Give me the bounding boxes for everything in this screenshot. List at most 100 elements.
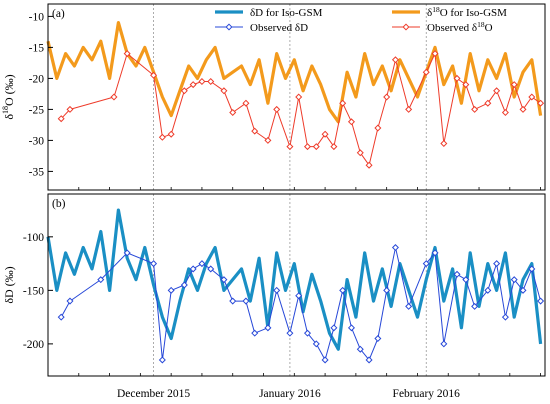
observed-point xyxy=(519,286,527,294)
observed-point xyxy=(110,93,118,101)
y-axis-label-post: O (‰) xyxy=(2,74,16,106)
observed-point xyxy=(198,260,206,268)
observed-point xyxy=(295,292,303,300)
observed-point xyxy=(66,297,74,305)
observed-point xyxy=(471,105,479,113)
model-series-line xyxy=(46,21,543,124)
observed-point xyxy=(462,276,470,284)
observed-point xyxy=(383,286,391,294)
observed-point xyxy=(251,329,259,337)
observed-point xyxy=(57,115,65,123)
observed-point xyxy=(167,286,175,294)
observed-point xyxy=(303,143,312,151)
y-axis-label-sup: 18 xyxy=(1,106,10,114)
y-tick-label: -15 xyxy=(29,42,45,54)
observed-point xyxy=(229,297,237,305)
observed-point xyxy=(303,329,312,337)
legend-swatch-marker xyxy=(402,23,410,31)
observed-point xyxy=(167,130,175,138)
observed-point xyxy=(242,99,250,107)
panel-frame xyxy=(47,3,546,191)
observed-point xyxy=(453,270,461,278)
observed-point xyxy=(180,281,188,289)
observed-point xyxy=(405,105,413,113)
observed-point xyxy=(422,68,430,76)
legend-entry: δ18O for Iso-GSM xyxy=(392,5,507,19)
y-axis-label: δ18O (‰) xyxy=(1,74,16,119)
observed-point xyxy=(339,99,347,107)
x-tick-label: January 2016 xyxy=(259,388,321,400)
observed-point xyxy=(493,260,501,268)
observed-point xyxy=(365,356,373,364)
plot-frames xyxy=(47,3,546,377)
x-tick-label: December 2015 xyxy=(117,388,190,400)
observed-point xyxy=(286,329,294,337)
y-tick-label: -100 xyxy=(23,232,44,244)
series-layer xyxy=(46,21,545,364)
y-axis-label-pre: δ xyxy=(2,114,16,120)
observed-point xyxy=(537,99,545,107)
observed-point xyxy=(431,50,439,58)
legend-label: δ18O for Iso-GSM xyxy=(427,5,507,19)
observed-point xyxy=(453,74,461,82)
panel-label: (a) xyxy=(52,8,65,20)
observed-point xyxy=(251,127,259,135)
observed-point xyxy=(501,313,509,321)
observed-point xyxy=(66,105,74,113)
observed-point xyxy=(198,77,206,86)
observed-point xyxy=(374,124,382,132)
observed-point xyxy=(158,356,166,364)
observed-point xyxy=(273,286,281,294)
observed-point xyxy=(528,93,536,101)
y-axis-label-pre: δD (‰) xyxy=(2,266,16,303)
legend-label-post: O xyxy=(485,22,493,34)
observed-point xyxy=(422,260,430,268)
legend-entry: δD for Iso-GSM xyxy=(215,7,323,19)
observed-point xyxy=(519,105,527,113)
observed-point xyxy=(220,87,228,95)
observed-point xyxy=(220,276,228,284)
observed-point xyxy=(356,149,364,157)
observed-point xyxy=(431,249,439,257)
observed-point xyxy=(374,335,382,343)
observed-point xyxy=(391,244,399,252)
observed-point xyxy=(321,356,329,364)
observed-point xyxy=(493,87,501,95)
y-tick-label: -25 xyxy=(29,104,45,116)
observed-point xyxy=(189,265,197,273)
observed-point xyxy=(295,93,303,101)
observed-point xyxy=(510,276,518,284)
observed-point xyxy=(189,81,197,89)
observed-point xyxy=(339,286,347,294)
legend-label: δD for Iso-GSM xyxy=(250,7,323,19)
legend-label-post: O for Iso-GSM xyxy=(440,7,507,19)
observed-point xyxy=(347,118,355,126)
observed-point xyxy=(286,143,294,151)
observed-point xyxy=(471,302,479,310)
observed-series-line xyxy=(60,247,542,361)
y-tick-label: -20 xyxy=(29,73,45,85)
observed-point xyxy=(440,340,448,348)
observed-point xyxy=(537,297,545,305)
observed-point xyxy=(405,302,413,310)
observed-point xyxy=(484,286,492,294)
model-series-line xyxy=(46,208,543,351)
text-layer: December 2015 January 2016 February 2016 -1… xyxy=(1,8,460,400)
observed-point xyxy=(484,99,492,107)
observed-point xyxy=(242,297,250,305)
x-tick-label: February 2016 xyxy=(393,388,461,400)
y-tick-label: -10 xyxy=(29,11,45,23)
observed-point xyxy=(207,77,215,86)
observed-point xyxy=(462,81,470,89)
legend-swatch-marker xyxy=(225,23,233,31)
y-axis-label: δD (‰) xyxy=(2,266,16,303)
observed-point xyxy=(391,56,399,64)
grid-lines xyxy=(153,4,427,376)
observed-point xyxy=(150,71,158,79)
legend-label-pre: Observed δ xyxy=(427,22,477,34)
observed-point xyxy=(123,249,131,257)
y-tick-label: -150 xyxy=(23,285,44,297)
y-tick-label: -30 xyxy=(29,135,45,147)
legend-entry: Observed δ18O xyxy=(392,20,493,34)
